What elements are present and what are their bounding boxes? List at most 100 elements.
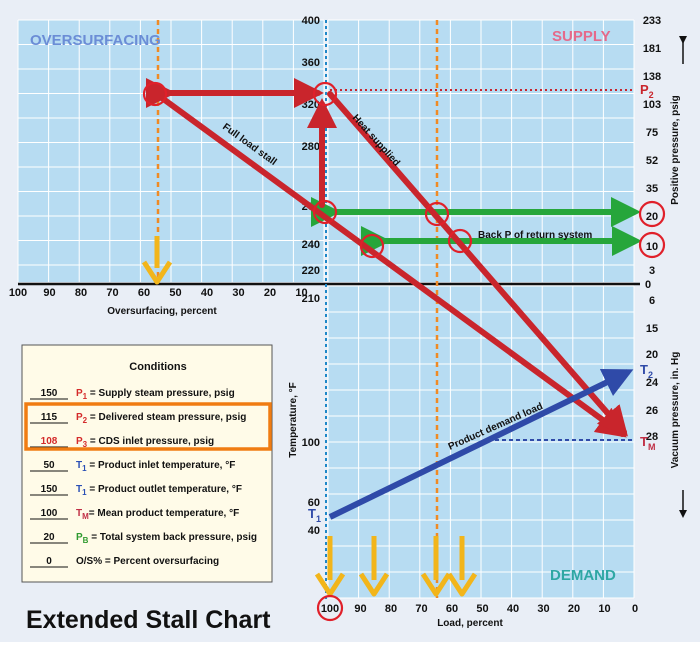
oversurfacing-tick-label: 70 xyxy=(106,287,118,299)
temperature-tick-label: 280 xyxy=(302,141,320,153)
load-tick-label: 70 xyxy=(415,603,427,615)
temperature-tick-label: 400 xyxy=(302,15,320,27)
t1-marker: T1 xyxy=(308,506,321,524)
condition-value: 108 xyxy=(41,436,58,447)
yellow-down-arrow xyxy=(314,536,346,597)
demand-title: DEMAND xyxy=(550,567,616,584)
yellow-down-arrow xyxy=(420,536,452,597)
circle-20-psig xyxy=(638,200,666,228)
positive-pressure-tick-label: 20 xyxy=(646,211,658,223)
condition-description: TM= Mean product temperature, °F xyxy=(76,508,239,521)
temperature-tick-label: 100 xyxy=(302,437,320,449)
condition-description: T1 = Product outlet temperature, °F xyxy=(76,484,242,497)
condition-value: 0 xyxy=(46,556,52,567)
temperature-tick-label: 210 xyxy=(302,293,320,305)
condition-value: 100 xyxy=(41,508,58,519)
temperature-tick-label: 220 xyxy=(302,265,320,277)
positive-pressure-tick-label: 52 xyxy=(646,155,658,167)
circle-p2 xyxy=(312,81,338,107)
positive-pressure-tick-label: 181 xyxy=(643,43,661,55)
load-tick-label: 50 xyxy=(476,603,488,615)
yellow-down-arrow xyxy=(446,536,478,597)
t2-marker: T2 xyxy=(640,362,653,380)
oversurfacing-tick-label: 30 xyxy=(232,287,244,299)
temperature-tick-label: 40 xyxy=(308,525,320,537)
oversurfacing-title: OVERSURFACING xyxy=(30,32,161,49)
positive-pressure-tick-label: 138 xyxy=(643,71,661,83)
vacuum-pressure-tick-label: 6 xyxy=(649,295,655,307)
circle-load-100 xyxy=(316,594,344,622)
heat-arrows xyxy=(146,78,628,438)
heat-supplied-arrow xyxy=(327,91,628,437)
oversurfacing-tick-label: 90 xyxy=(43,287,55,299)
oversurfacing-tick-label: 80 xyxy=(75,287,87,299)
yellow-arrows xyxy=(141,236,478,597)
load-tick-label: 100 xyxy=(321,603,339,615)
condition-value: 150 xyxy=(41,388,58,399)
load-tick-label: 0 xyxy=(632,603,638,615)
load-tick-label: 60 xyxy=(446,603,458,615)
condition-description: PB = Total system back pressure, psig xyxy=(76,532,257,545)
vacuum-pressure-tick-label: 20 xyxy=(646,349,658,361)
condition-value: 20 xyxy=(43,532,55,543)
positive-pressure-tick-label: 10 xyxy=(646,241,658,253)
oversurfacing-tick-label: 40 xyxy=(201,287,213,299)
supply-title: SUPPLY xyxy=(552,28,611,45)
yellow-down-arrow xyxy=(358,536,390,597)
zero-pressure-label: 0 xyxy=(645,279,651,291)
circle-240 xyxy=(359,233,385,259)
oversurfacing-axis-label: Oversurfacing, percent xyxy=(107,306,217,317)
condition-description: T1 = Product inlet temperature, °F xyxy=(76,460,235,473)
load-tick-label: 80 xyxy=(385,603,397,615)
temperature-tick-label: 60 xyxy=(308,497,320,509)
condition-value: 150 xyxy=(41,484,58,495)
circle-260 xyxy=(312,199,338,225)
vacuum-pressure-tick-label: 15 xyxy=(646,323,658,335)
positive-pressure-tick-label: 233 xyxy=(643,15,661,27)
circle-load-10 xyxy=(447,228,473,254)
tm-marker: TM xyxy=(640,434,655,452)
load-tick-label: 30 xyxy=(537,603,549,615)
circle-load-20 xyxy=(424,201,450,227)
circle-oversurfacing-start xyxy=(142,81,168,107)
back-pressure-arrows xyxy=(311,197,642,256)
oversurfacing-tick-label: 100 xyxy=(9,287,27,299)
vacuum-pressure-tick-label: 24 xyxy=(646,377,659,389)
oversurfacing-tick-label: 10 xyxy=(295,287,307,299)
circle-10-psig xyxy=(638,231,666,259)
p2-marker: P2 xyxy=(640,82,654,100)
load-tick-label: 90 xyxy=(354,603,366,615)
positive-pressure-axis-label: Positive pressure, psig xyxy=(670,95,681,205)
back-p-label: Back P of return system xyxy=(478,230,592,241)
load-tick-label: 20 xyxy=(568,603,580,615)
positive-pressure-tick-label: 103 xyxy=(643,99,661,111)
conditions-rows: 150 P1 = Supply steam pressure, psig 115 P2… xyxy=(30,388,257,568)
temperature-tick-label: 240 xyxy=(302,239,320,251)
conditions-heading: Conditions xyxy=(129,361,186,373)
condition-value: 50 xyxy=(43,460,55,471)
vacuum-pressure-tick-label: 28 xyxy=(646,431,658,443)
load-tick-label: 10 xyxy=(598,603,610,615)
oversurfacing-tick-label: 60 xyxy=(138,287,150,299)
oversurfacing-tick-label: 20 xyxy=(264,287,276,299)
chart-title: Extended Stall Chart xyxy=(26,606,271,634)
positive-pressure-tick-label: 75 xyxy=(646,127,658,139)
positive-pressure-tick-label: 35 xyxy=(646,183,658,195)
temperature-axis-label: Temperature, °F xyxy=(288,382,299,458)
vacuum-pressure-axis-label: Vacuum pressure, in. Hg xyxy=(670,352,681,469)
full-load-stall-arrow xyxy=(159,95,627,438)
vacuum-pressure-tick-label: 26 xyxy=(646,405,658,417)
condition-description: P3 = CDS inlet pressure, psig xyxy=(76,436,214,449)
condition-description: O/S% = Percent oversurfacing xyxy=(76,556,219,567)
condition-description: P1 = Supply steam pressure, psig xyxy=(76,388,235,401)
highlight-circles xyxy=(142,81,666,622)
temperature-tick-label: 360 xyxy=(302,57,320,69)
highlight-box xyxy=(24,402,272,451)
condition-description: P2 = Delivered steam pressure, psig xyxy=(76,412,246,425)
condition-value: 115 xyxy=(41,412,58,423)
load-tick-label: 40 xyxy=(507,603,519,615)
yellow-down-arrow xyxy=(141,236,173,285)
oversurfacing-tick-label: 50 xyxy=(169,287,181,299)
